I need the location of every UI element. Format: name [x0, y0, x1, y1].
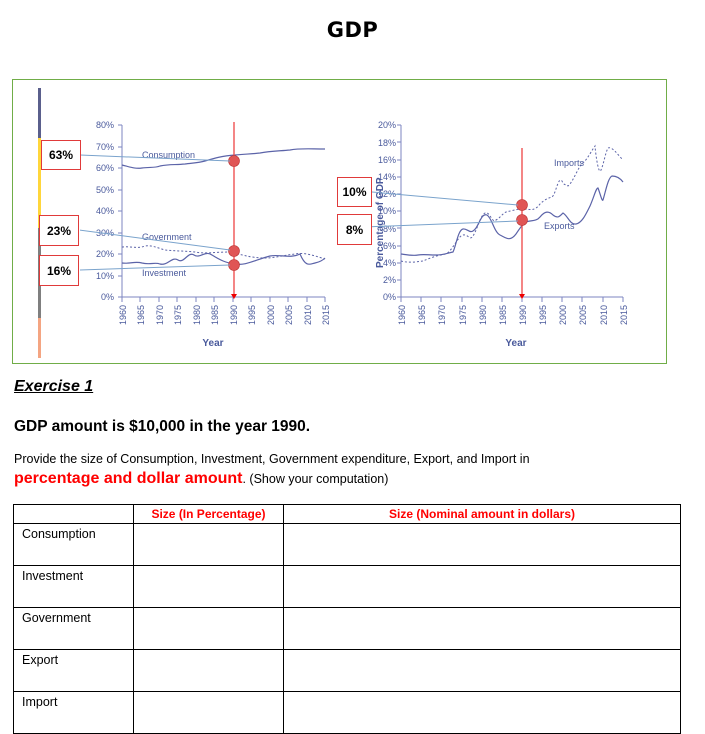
- svg-text:6%: 6%: [383, 241, 396, 251]
- row-label-consumption: Consumption: [13, 523, 134, 566]
- svg-text:80%: 80%: [96, 120, 114, 130]
- svg-text:Percentage of GDP: Percentage of GDP: [375, 177, 386, 268]
- svg-text:12%: 12%: [378, 189, 396, 199]
- svg-text:8%: 8%: [383, 224, 396, 234]
- svg-text:1980: 1980: [192, 305, 202, 325]
- instruction-line: Provide the size of Consumption, Investm…: [14, 452, 530, 466]
- svg-text:1965: 1965: [417, 305, 427, 325]
- svg-text:0%: 0%: [101, 292, 114, 302]
- svg-text:2000: 2000: [266, 305, 276, 325]
- svg-text:2005: 2005: [284, 305, 294, 325]
- svg-text:0%: 0%: [383, 292, 396, 302]
- svg-text:1970: 1970: [437, 305, 447, 325]
- svg-text:2%: 2%: [383, 275, 396, 285]
- instruction-line-2: percentage and dollar amount. (Show your…: [14, 470, 388, 488]
- svg-text:4%: 4%: [383, 258, 396, 268]
- trade-chart: 0% 2% 4% 6% 8% 10% 12% 14% 16% 18% 20% 1…: [368, 120, 629, 349]
- svg-text:Investment: Investment: [142, 268, 187, 278]
- gdp-statement: GDP amount is $10,000 in the year 1990.: [14, 418, 311, 435]
- table-row: Import: [13, 691, 681, 734]
- svg-text:2010: 2010: [303, 305, 313, 325]
- svg-text:1985: 1985: [498, 305, 508, 325]
- svg-text:Consumption: Consumption: [142, 150, 195, 160]
- svg-text:Year: Year: [202, 338, 223, 349]
- svg-text:2015: 2015: [321, 305, 331, 325]
- svg-text:1985: 1985: [210, 305, 220, 325]
- table-row: Consumption: [13, 523, 681, 566]
- svg-text:2015: 2015: [619, 305, 629, 325]
- cell-consumption-dollars[interactable]: [283, 523, 681, 566]
- svg-text:1995: 1995: [247, 305, 257, 325]
- svg-text:14%: 14%: [378, 172, 396, 182]
- cell-export-dollars[interactable]: [283, 649, 681, 692]
- svg-text:1990: 1990: [518, 305, 528, 325]
- header-dollars: Size (Nominal amount in dollars): [283, 504, 681, 524]
- answer-table: Size (In Percentage) Size (Nominal amoun…: [13, 504, 681, 734]
- exercise-heading: Exercise 1: [14, 378, 94, 395]
- svg-text:2005: 2005: [578, 305, 588, 325]
- svg-text:Year: Year: [505, 338, 526, 349]
- row-label-investment: Investment: [13, 565, 134, 608]
- table-row: Investment: [13, 565, 681, 608]
- cell-government-dollars[interactable]: [283, 607, 681, 650]
- row-label-government: Government: [13, 607, 134, 650]
- cell-export-percentage[interactable]: [133, 649, 284, 692]
- callout-investment: 16%: [39, 255, 79, 286]
- page-title: GDP: [326, 18, 379, 42]
- svg-text:Exports: Exports: [544, 221, 575, 231]
- svg-text:Imports: Imports: [554, 158, 585, 168]
- cell-government-percentage[interactable]: [133, 607, 284, 650]
- svg-text:Government: Government: [142, 232, 192, 242]
- svg-text:1975: 1975: [458, 305, 468, 325]
- svg-text:16%: 16%: [378, 155, 396, 165]
- callout-exports: 8%: [337, 214, 372, 245]
- svg-text:1995: 1995: [538, 305, 548, 325]
- cell-investment-dollars[interactable]: [283, 565, 681, 608]
- svg-text:1975: 1975: [173, 305, 183, 325]
- cell-import-dollars[interactable]: [283, 691, 681, 734]
- svg-text:Percentage of GDP: Percentage of GDP: [80, 177, 81, 268]
- callout-imports: 10%: [337, 177, 372, 207]
- svg-text:1965: 1965: [136, 305, 146, 325]
- svg-text:2000: 2000: [558, 305, 568, 325]
- cell-consumption-percentage[interactable]: [133, 523, 284, 566]
- svg-text:10%: 10%: [378, 206, 396, 216]
- svg-text:2010: 2010: [599, 305, 609, 325]
- components-chart: 0% 10% 20% 30% 40% 50% 60% 70% 80% 1960 …: [80, 120, 331, 349]
- svg-text:60%: 60%: [96, 163, 114, 173]
- svg-text:1960: 1960: [397, 305, 407, 325]
- table-row: Export: [13, 649, 681, 692]
- svg-text:20%: 20%: [378, 120, 396, 130]
- svg-text:70%: 70%: [96, 142, 114, 152]
- instruction-tail: . (Show your computation): [242, 472, 389, 486]
- callout-consumption: 63%: [41, 140, 81, 170]
- instruction-emphasis: percentage and dollar amount: [14, 470, 243, 487]
- svg-text:1960: 1960: [118, 305, 128, 325]
- header-percentage: Size (In Percentage): [133, 504, 284, 524]
- svg-text:1980: 1980: [478, 305, 488, 325]
- callout-government: 23%: [39, 215, 79, 246]
- svg-text:1990: 1990: [229, 305, 239, 325]
- header-blank: [13, 504, 134, 524]
- svg-text:1970: 1970: [155, 305, 165, 325]
- svg-text:18%: 18%: [378, 138, 396, 148]
- cell-import-percentage[interactable]: [133, 691, 284, 734]
- table-row: Government: [13, 607, 681, 650]
- svg-text:10%: 10%: [96, 271, 114, 281]
- row-label-import: Import: [13, 691, 134, 734]
- svg-text:50%: 50%: [96, 185, 114, 195]
- svg-text:20%: 20%: [96, 249, 114, 259]
- svg-text:40%: 40%: [96, 206, 114, 216]
- cell-investment-percentage[interactable]: [133, 565, 284, 608]
- table-header-row: Size (In Percentage) Size (Nominal amoun…: [13, 504, 681, 524]
- row-label-export: Export: [13, 649, 134, 692]
